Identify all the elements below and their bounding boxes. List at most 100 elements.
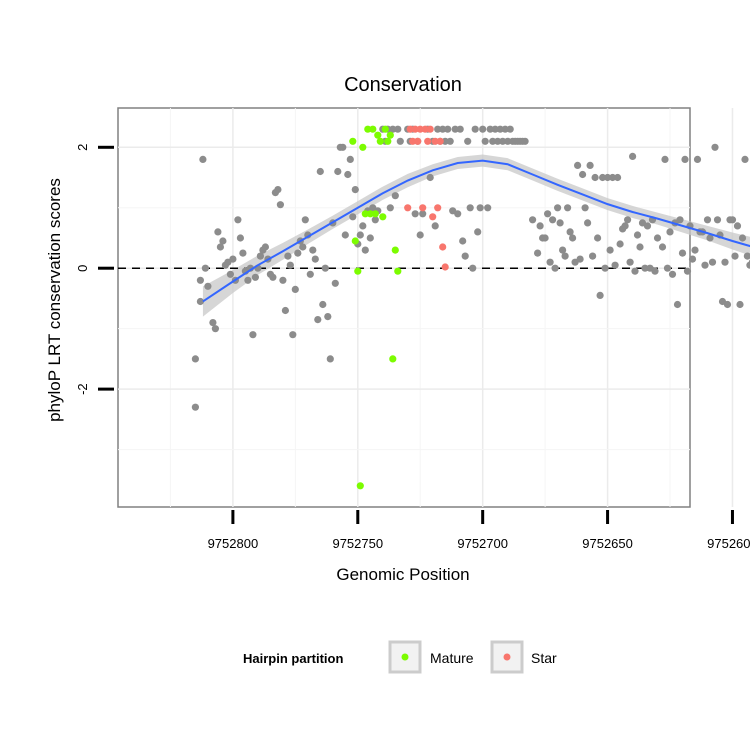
point-other xyxy=(216,243,224,251)
point-other xyxy=(728,216,737,224)
point-star xyxy=(409,137,417,145)
point-star xyxy=(434,204,442,212)
point-other xyxy=(274,186,282,194)
point-other xyxy=(431,222,439,230)
chart-title: Conservation xyxy=(344,74,462,96)
point-other xyxy=(199,155,207,163)
point-other xyxy=(708,258,717,266)
point-other xyxy=(529,216,537,224)
legend-label-star: Star xyxy=(531,650,557,666)
point-other xyxy=(459,237,467,245)
x-axis-title: Genomic Position xyxy=(336,565,469,584)
point-star xyxy=(411,125,419,133)
point-mature xyxy=(386,131,394,139)
point-star xyxy=(404,204,412,212)
point-other xyxy=(534,249,542,257)
point-other xyxy=(441,137,449,145)
point-other xyxy=(566,228,574,236)
point-mature xyxy=(364,125,372,133)
point-other xyxy=(191,403,199,411)
x-tick-label: 9752800 xyxy=(208,536,259,551)
point-other xyxy=(504,137,512,145)
point-other xyxy=(721,258,729,266)
point-other xyxy=(731,252,739,260)
point-mature xyxy=(349,137,357,145)
point-other xyxy=(306,270,314,278)
point-mature xyxy=(354,267,362,275)
point-other xyxy=(663,264,672,272)
point-other xyxy=(446,137,454,145)
point-star xyxy=(429,213,437,221)
point-other xyxy=(419,210,427,218)
point-other xyxy=(209,319,217,327)
point-other xyxy=(484,204,492,212)
point-other xyxy=(501,125,509,133)
point-other xyxy=(626,258,634,266)
point-other xyxy=(339,143,347,151)
point-other xyxy=(683,267,692,275)
point-other xyxy=(736,300,744,309)
point-mature xyxy=(359,143,367,151)
point-other xyxy=(658,243,667,251)
point-other xyxy=(624,216,632,224)
point-other xyxy=(361,246,369,254)
point-mature xyxy=(381,125,389,133)
point-other xyxy=(371,216,379,224)
point-other xyxy=(386,204,394,212)
point-other xyxy=(701,261,709,269)
point-other xyxy=(576,255,584,263)
point-other xyxy=(614,173,622,182)
point-other xyxy=(594,234,602,242)
data-points xyxy=(191,125,750,490)
point-other xyxy=(703,216,712,224)
point-other xyxy=(456,125,464,133)
point-star xyxy=(441,263,449,271)
point-other xyxy=(706,234,714,242)
point-other xyxy=(229,255,237,263)
point-other xyxy=(693,155,702,163)
point-other xyxy=(596,291,604,299)
point-other xyxy=(631,267,639,275)
point-other xyxy=(678,249,687,257)
point-other xyxy=(723,300,732,309)
point-mature xyxy=(366,210,374,218)
point-other xyxy=(276,201,284,209)
point-other xyxy=(234,216,242,224)
point-other xyxy=(279,276,287,284)
point-other xyxy=(311,255,319,263)
point-other xyxy=(636,243,644,251)
point-other xyxy=(609,173,617,182)
point-other xyxy=(394,125,402,133)
point-other xyxy=(314,316,322,324)
point-other xyxy=(541,234,549,242)
point-star xyxy=(406,125,414,133)
point-other xyxy=(366,234,374,242)
point-other xyxy=(359,222,367,230)
y-axis-title: phyloP LRT conservation scores xyxy=(45,178,64,422)
point-other xyxy=(261,243,269,251)
point-other xyxy=(356,231,364,239)
point-other xyxy=(579,170,587,179)
point-other xyxy=(676,216,684,224)
point-other xyxy=(611,261,619,269)
point-other xyxy=(673,300,682,309)
point-mature xyxy=(391,246,399,254)
point-other xyxy=(219,237,227,245)
point-other xyxy=(299,243,307,251)
point-other xyxy=(581,204,589,212)
point-other xyxy=(641,264,649,272)
point-other xyxy=(599,173,607,182)
point-other xyxy=(589,252,597,260)
y-tick-label: -2 xyxy=(75,383,90,395)
legend-dot-star xyxy=(503,653,511,661)
point-other xyxy=(688,255,697,263)
point-other xyxy=(204,282,212,290)
point-other xyxy=(281,306,289,315)
point-other xyxy=(289,331,297,339)
point-other xyxy=(569,234,577,242)
point-other xyxy=(416,231,424,239)
point-other xyxy=(471,125,479,133)
point-other xyxy=(319,300,327,309)
point-other xyxy=(294,249,302,257)
